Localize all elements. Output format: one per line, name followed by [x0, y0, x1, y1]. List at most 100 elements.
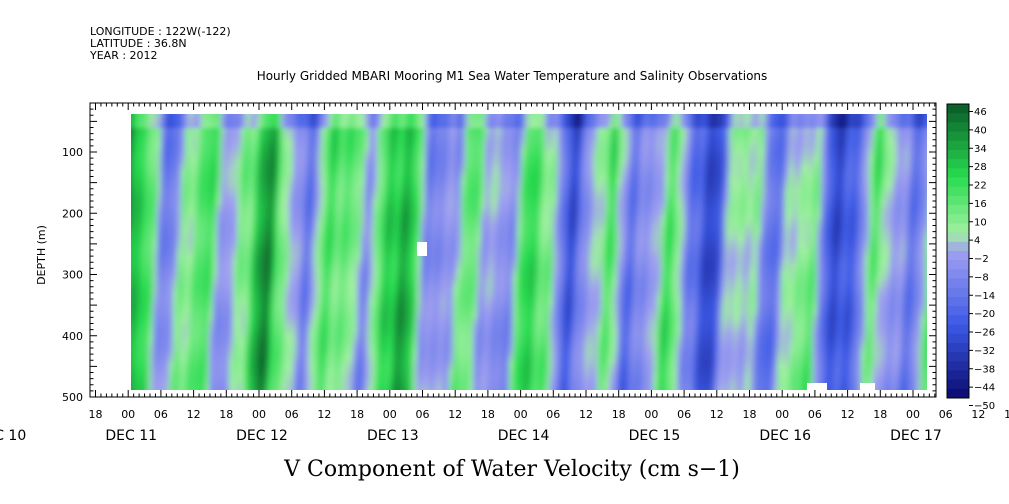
colorbar-swatch: [947, 342, 969, 353]
colorbar-swatch: [947, 159, 969, 169]
x-hour-tick-label: 12: [971, 408, 985, 421]
frame-ticks: [90, 102, 936, 398]
colorbar-swatch: [947, 260, 969, 270]
x-hour-tick-label: 18: [89, 408, 103, 421]
x-day-label: DEC 15: [629, 428, 681, 444]
colorbar-swatch: [947, 333, 969, 344]
x-hour-tick-label: 00: [383, 408, 397, 421]
colorbar-swatch: [947, 214, 969, 224]
colorbar-swatch: [947, 205, 969, 215]
x-hour-tick-label: 12: [448, 408, 462, 421]
x-day-label: DEC 10: [0, 428, 26, 444]
year-label: YEAR : 2012: [89, 49, 158, 62]
colorbar-label: −44: [974, 383, 995, 394]
x-hour-tick-label: 06: [546, 408, 560, 421]
x-hour-tick-label: 18: [743, 408, 757, 421]
colorbar-swatch: [947, 361, 969, 371]
colorbar-swatch: [947, 388, 969, 399]
x-day-label: DEC 11: [105, 428, 157, 444]
missing-data-patch: [860, 383, 875, 390]
x-hour-tick-label: 18: [219, 408, 233, 421]
x-hour-tick-label: 18: [481, 408, 495, 421]
y-axis-label: DEPTH (m): [35, 225, 48, 285]
x-hour-tick-label: 18: [350, 408, 364, 421]
x-hour-tick-label: 00: [906, 408, 920, 421]
x-hour-tick-label: 12: [710, 408, 724, 421]
x-hour-tick-label: 12: [841, 408, 855, 421]
heatmap-field: [131, 114, 927, 390]
colorbar-label: −20: [974, 309, 995, 320]
colorbar-swatch: [947, 324, 969, 335]
colorbar-label: −26: [974, 328, 995, 339]
x-day-label: DEC 14: [498, 428, 550, 444]
colorbar-swatch: [947, 131, 969, 142]
colorbar-labels: 46 40 34 28 22 16 10 4 −2 −8 −14 −20 −26 −32 −38 −44 −50: [969, 107, 995, 412]
colorbar-swatch: [947, 168, 969, 178]
x-tick-labels: 18 00 06 12 18 00 06 12 18 00 06 12 18 00 06 12 18 00 06 12…: [89, 408, 1009, 421]
x-hour-tick-label: 12: [317, 408, 331, 421]
missing-data-patch: [417, 242, 427, 256]
colorbar-swatch: [947, 315, 969, 325]
colorbar-label: 4: [974, 236, 980, 247]
x-hour-tick-label: 06: [285, 408, 299, 421]
x-hour-tick-label: 00: [252, 408, 266, 421]
x-hour-tick-label: 06: [154, 408, 168, 421]
heatmap-cells: [131, 114, 927, 390]
x-day-label: DEC 16: [759, 428, 811, 444]
y-tick-label: 300: [62, 269, 83, 282]
x-hour-tick-label: 18: [1004, 408, 1009, 421]
colorbar-swatch: [947, 140, 969, 151]
colorbar-frame: [946, 103, 970, 399]
colorbar-swatch: [947, 306, 969, 316]
colorbar-swatch: [947, 232, 969, 243]
x-hour-tick-label: 00: [775, 408, 789, 421]
colorbar-label: −38: [974, 364, 995, 375]
chart-title: Hourly Gridded MBARI Mooring M1 Sea Wate…: [257, 69, 768, 83]
colorbar-swatch: [947, 287, 969, 298]
colorbar-swatch: [947, 269, 969, 279]
colorbar: [947, 104, 969, 399]
colorbar-swatch: [947, 104, 969, 114]
colorbar-swatch: [947, 113, 969, 123]
y-tick-labels: 100 200 300 400 500: [62, 146, 83, 404]
colorbar-swatch: [947, 251, 969, 261]
colorbar-label: −2: [974, 254, 989, 265]
x-day-label: DEC 13: [367, 428, 419, 444]
x-hour-tick-label: 06: [939, 408, 953, 421]
colorbar-swatch: [947, 379, 969, 390]
x-hour-tick-label: 18: [873, 408, 887, 421]
colorbar-label: −50: [974, 401, 995, 412]
y-tick-label: 400: [62, 330, 83, 343]
x-hour-tick-label: 00: [121, 408, 135, 421]
colorbar-label: 28: [974, 162, 987, 173]
y-tick-label: 100: [62, 146, 83, 159]
colorbar-label: −8: [974, 272, 989, 283]
colorbar-swatch: [947, 352, 969, 362]
colorbar-label: 34: [974, 144, 987, 155]
missing-data-patch: [807, 383, 827, 390]
x-hour-tick-label: 06: [416, 408, 430, 421]
colorbar-swatch: [947, 296, 969, 307]
colorbar-swatch: [947, 241, 969, 252]
latitude-label: LATITUDE : 36.8N: [90, 37, 187, 50]
colorbar-label: 22: [974, 181, 987, 192]
longitude-label: LONGITUDE : 122W(-122): [90, 25, 231, 38]
y-tick-label: 200: [62, 207, 83, 220]
colorbar-swatch: [947, 186, 969, 197]
x-hour-tick-label: 12: [187, 408, 201, 421]
colorbar-swatch: [947, 177, 969, 188]
colorbar-swatch: [947, 149, 969, 160]
colorbar-swatch: [947, 195, 969, 206]
colorbar-swatch: [947, 370, 969, 381]
y-tick-label: 500: [62, 391, 83, 404]
x-axis-label: V Component of Water Velocity (cm s−1): [283, 457, 740, 482]
x-hour-tick-label: 00: [514, 408, 528, 421]
colorbar-label: 46: [974, 107, 987, 118]
colorbar-label: 40: [974, 125, 987, 136]
colorbar-swatch: [947, 278, 969, 289]
x-hour-tick-label: 06: [808, 408, 822, 421]
colorbar-swatch: [947, 223, 969, 234]
colorbar-label: 16: [974, 199, 987, 210]
x-hour-tick-label: 06: [677, 408, 691, 421]
